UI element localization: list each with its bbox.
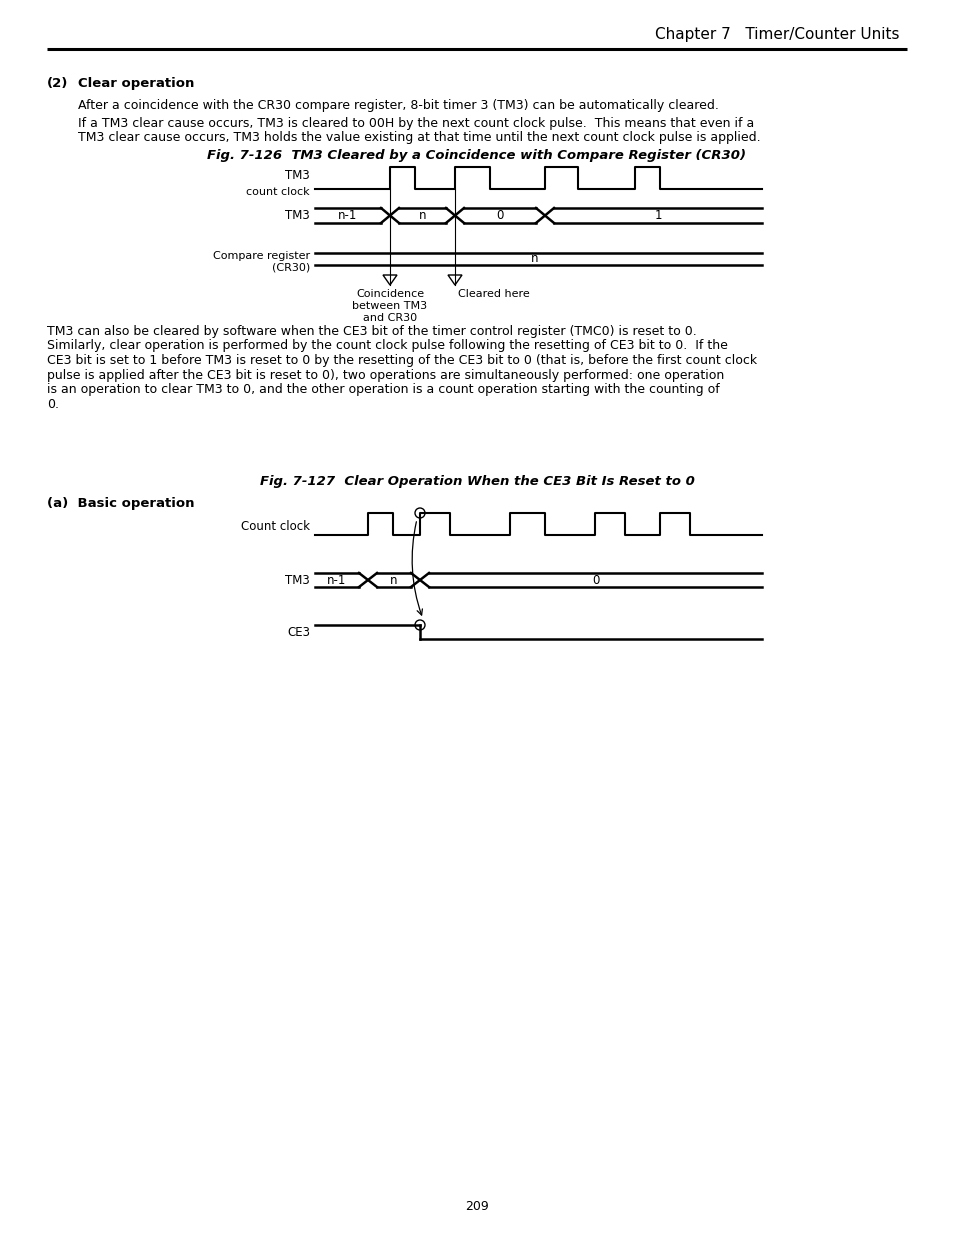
Text: After a coincidence with the CR30 compare register, 8-bit timer 3 (TM3) can be a: After a coincidence with the CR30 compar… [78,99,719,112]
Text: CE3: CE3 [287,625,310,638]
Text: TM3 can also be cleared by software when the CE3 bit of the timer control regist: TM3 can also be cleared by software when… [47,325,696,338]
Text: Cleared here: Cleared here [457,289,529,299]
Text: Compare register: Compare register [213,251,310,261]
Text: (2): (2) [47,77,69,90]
Text: TM3: TM3 [285,209,310,222]
Text: Chapter 7   Timer/Counter Units: Chapter 7 Timer/Counter Units [655,27,899,42]
Text: between TM3: between TM3 [352,301,427,311]
Text: is an operation to clear TM3 to 0, and the other operation is a count operation : is an operation to clear TM3 to 0, and t… [47,383,719,396]
Text: TM3: TM3 [285,169,310,182]
Text: n: n [418,209,426,222]
Text: CE3 bit is set to 1 before TM3 is reset to 0 by the resetting of the CE3 bit to : CE3 bit is set to 1 before TM3 is reset … [47,354,757,367]
Text: 209: 209 [465,1200,488,1213]
Text: Count clock: Count clock [241,520,310,534]
Text: pulse is applied after the CE3 bit is reset to 0), two operations are simultaneo: pulse is applied after the CE3 bit is re… [47,368,723,382]
Text: (CR30): (CR30) [272,263,310,273]
Text: Clear operation: Clear operation [78,77,194,90]
Text: 0: 0 [591,573,598,587]
Text: n-1: n-1 [327,573,346,587]
Text: n: n [390,573,397,587]
Text: and CR30: and CR30 [362,312,416,324]
Text: 1: 1 [654,209,661,222]
Text: TM3: TM3 [285,573,310,587]
Text: Fig. 7-126  TM3 Cleared by a Coincidence with Compare Register (CR30): Fig. 7-126 TM3 Cleared by a Coincidence … [208,149,745,162]
Text: (a)  Basic operation: (a) Basic operation [47,496,194,510]
Text: 0.: 0. [47,398,59,410]
Text: 7: 7 [914,634,927,651]
Text: Similarly, clear operation is performed by the count clock pulse following the r: Similarly, clear operation is performed … [47,340,727,352]
Text: TM3 clear cause occurs, TM3 holds the value existing at that time until the next: TM3 clear cause occurs, TM3 holds the va… [78,131,760,144]
Text: 0: 0 [496,209,503,222]
Text: count clock: count clock [246,186,310,198]
Text: If a TM3 clear cause occurs, TM3 is cleared to 00H by the next count clock pulse: If a TM3 clear cause occurs, TM3 is clea… [78,117,754,130]
Text: n-1: n-1 [338,209,357,222]
Text: Fig. 7-127  Clear Operation When the CE3 Bit Is Reset to 0: Fig. 7-127 Clear Operation When the CE3 … [259,475,694,488]
Text: n: n [531,252,538,266]
Text: Coincidence: Coincidence [355,289,424,299]
